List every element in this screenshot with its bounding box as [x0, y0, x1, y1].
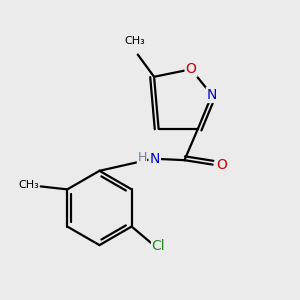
- Text: N: N: [207, 88, 217, 102]
- Text: CH₃: CH₃: [18, 180, 39, 190]
- Text: O: O: [216, 158, 227, 172]
- Text: Cl: Cl: [152, 239, 165, 253]
- Text: N: N: [150, 152, 160, 166]
- Text: CH₃: CH₃: [124, 36, 145, 46]
- Text: H: H: [137, 151, 147, 164]
- Text: O: O: [186, 62, 196, 76]
